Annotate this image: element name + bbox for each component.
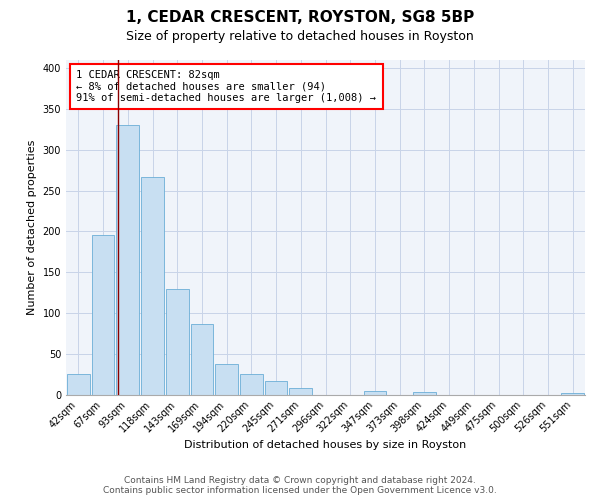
- Bar: [92, 236, 115, 394]
- Bar: [116, 126, 139, 394]
- Text: 1, CEDAR CRESCENT, ROYSTON, SG8 5BP: 1, CEDAR CRESCENT, ROYSTON, SG8 5BP: [126, 10, 474, 25]
- Bar: [67, 374, 90, 394]
- Bar: [265, 381, 287, 394]
- Bar: [191, 324, 214, 394]
- Bar: [364, 390, 386, 394]
- Bar: [166, 288, 188, 395]
- Bar: [561, 393, 584, 394]
- Bar: [240, 374, 263, 394]
- Y-axis label: Number of detached properties: Number of detached properties: [27, 140, 37, 315]
- Text: Contains HM Land Registry data © Crown copyright and database right 2024.
Contai: Contains HM Land Registry data © Crown c…: [103, 476, 497, 495]
- Bar: [289, 388, 312, 394]
- Text: Size of property relative to detached houses in Royston: Size of property relative to detached ho…: [126, 30, 474, 43]
- Bar: [141, 176, 164, 394]
- X-axis label: Distribution of detached houses by size in Royston: Distribution of detached houses by size …: [184, 440, 467, 450]
- Bar: [413, 392, 436, 394]
- Bar: [215, 364, 238, 394]
- Text: 1 CEDAR CRESCENT: 82sqm
← 8% of detached houses are smaller (94)
91% of semi-det: 1 CEDAR CRESCENT: 82sqm ← 8% of detached…: [76, 70, 376, 103]
